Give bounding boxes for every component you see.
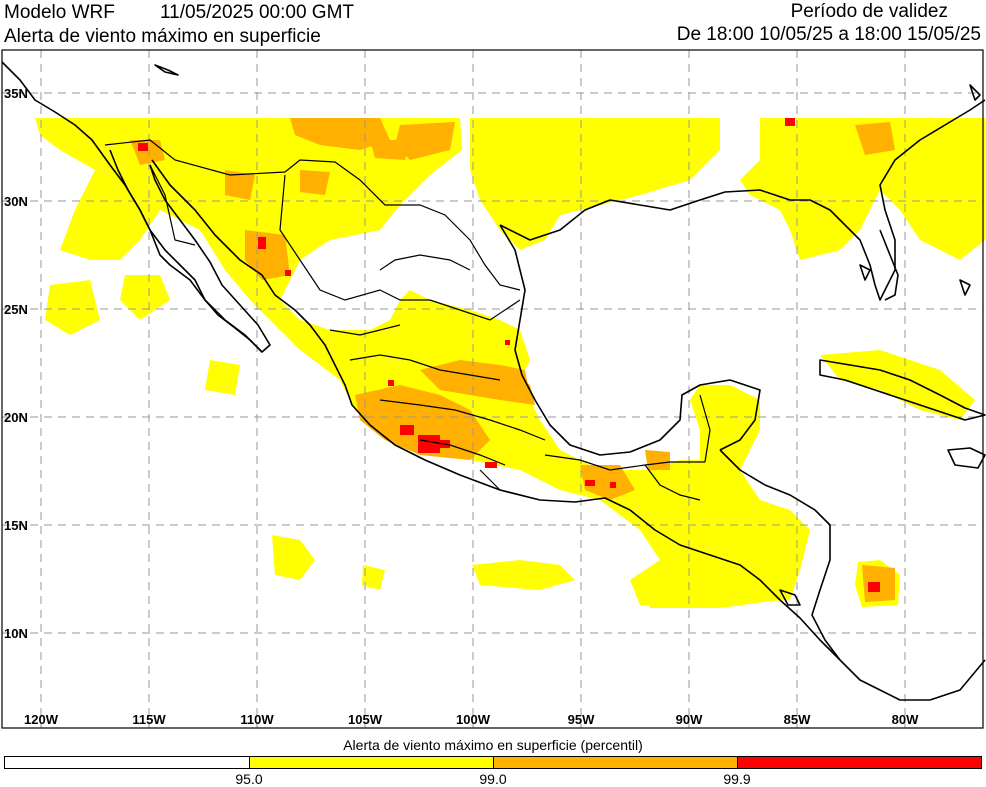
lat-label-15n: 15N	[4, 518, 28, 533]
colorbar-segment-below-95	[4, 756, 250, 769]
colorbar-tick-99-9: 99.9	[723, 771, 751, 787]
lat-label-30n: 30N	[4, 194, 28, 209]
lat-label-35n: 35N	[4, 86, 28, 101]
colorbar-title: Alerta de viento máximo en superficie (p…	[343, 737, 643, 753]
lon-label-120w: 120W	[24, 712, 59, 727]
colorbar-segment-above-99-9	[737, 756, 982, 769]
model-name: Modelo WRF	[4, 2, 115, 23]
lon-label-80w: 80W	[892, 712, 919, 727]
alert-level-99-9	[138, 118, 880, 592]
colorbar-tick-95: 95.0	[235, 771, 263, 787]
validity-label: Período de validez	[790, 1, 948, 22]
lat-label-25n: 25N	[4, 302, 28, 317]
lon-label-100w: 100W	[456, 712, 491, 727]
run-date: 11/05/2025 00:00 GMT	[160, 2, 354, 23]
lat-label-10n: 10N	[4, 626, 28, 641]
colorbar-segment-95-99	[249, 756, 494, 769]
lon-label-110w: 110W	[240, 712, 274, 727]
lon-label-85w: 85W	[784, 712, 811, 727]
validity-range: De 18:00 10/05/25 a 18:00 15/05/25	[676, 24, 981, 45]
lon-label-115w: 115W	[132, 712, 166, 727]
coastlines	[1, 61, 986, 701]
lon-label-90w: 90W	[676, 712, 703, 727]
lon-label-95w: 95W	[568, 712, 595, 727]
political-borders	[104, 139, 711, 501]
colorbar-tick-99: 99.0	[479, 771, 507, 787]
longitude-labels: 120W 115W 110W 105W 100W 95W 90W 85W 80W	[24, 712, 919, 727]
latitude-labels: 35N 30N 25N 20N 15N 10N	[4, 86, 28, 641]
map-title: Alerta de viento máximo en superficie	[4, 26, 321, 47]
lat-label-20n: 20N	[4, 410, 28, 425]
colorbar-segment-99-99-9	[493, 756, 738, 769]
lon-label-105w: 105W	[348, 712, 383, 727]
map-frame	[1, 49, 984, 729]
graticule	[2, 50, 983, 728]
